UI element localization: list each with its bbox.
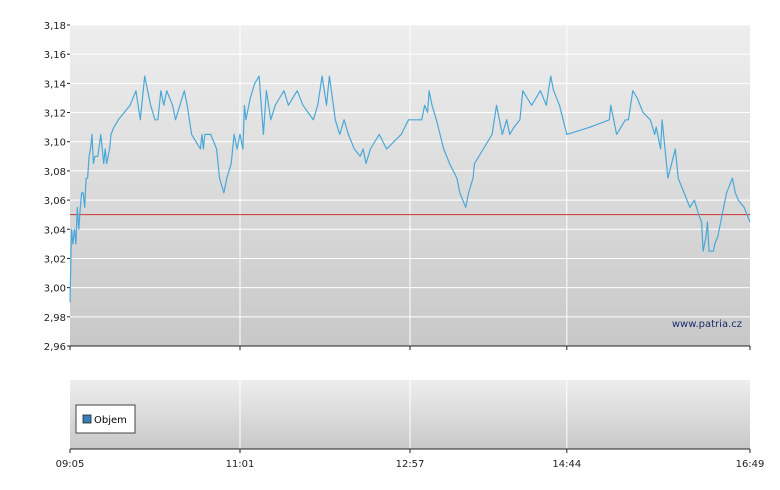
- watermark-text: www.patria.cz: [672, 319, 742, 330]
- price-y-tick-label: 3,18: [44, 21, 66, 32]
- price-y-tick-label: 3,06: [44, 196, 66, 207]
- price-x-ticks: [69, 346, 751, 350]
- x-tick-label: 11:01: [226, 459, 255, 470]
- x-tick-label: 14:44: [552, 459, 581, 470]
- x-tick-label: 09:05: [56, 459, 85, 470]
- price-gridlines: [70, 24, 750, 347]
- price-y-tick-label: 3,14: [44, 79, 66, 90]
- volume-x-axis: 09:05 11:01 12:57 14:44 16:49: [56, 449, 765, 470]
- price-y-tick-label: 3,00: [44, 284, 66, 295]
- price-series: [69, 75, 751, 303]
- price-panel: 3,18 3,16 3,14 3,12 3,10 3,08 3,06 3,04 3,02 3,00…: [44, 21, 751, 353]
- price-y-tick-label: 2,98: [44, 313, 66, 324]
- x-tick-label: 16:49: [736, 459, 765, 470]
- price-y-tick-label: 3,04: [44, 225, 66, 236]
- x-tick-label: 12:57: [396, 459, 425, 470]
- volume-legend: Objem: [75, 404, 136, 434]
- price-y-tick-label: 3,16: [44, 50, 66, 61]
- volume-gridlines: [239, 380, 568, 449]
- legend-label-objem: Objem: [94, 415, 127, 426]
- price-y-tick-label: 3,10: [44, 138, 66, 149]
- volume-panel: 09:05 11:01 12:57 14:44 16:49 Objem: [56, 380, 765, 470]
- legend-swatch: [82, 414, 92, 424]
- price-y-tick-label: 2,96: [44, 342, 66, 353]
- price-y-axis: 3,18 3,16 3,14 3,12 3,10 3,08 3,06 3,04 3,02 3,00…: [44, 21, 70, 353]
- price-y-tick-label: 3,02: [44, 254, 66, 265]
- price-y-tick-label: 3,08: [44, 167, 66, 178]
- price-line: [69, 75, 751, 303]
- price-y-tick-label: 3,12: [44, 109, 66, 120]
